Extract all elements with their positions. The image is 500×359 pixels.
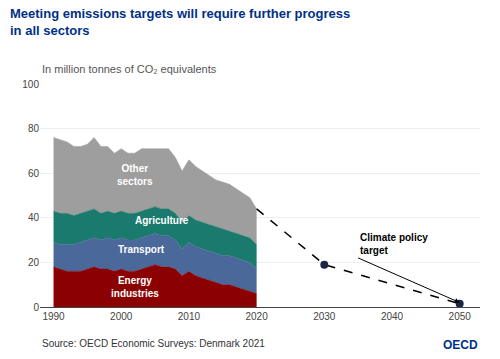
svg-text:Energyindustries: Energyindustries: [111, 275, 159, 299]
svg-text:1990: 1990: [42, 311, 65, 322]
svg-text:Agriculture: Agriculture: [135, 215, 189, 226]
svg-text:Climate policytarget: Climate policytarget: [360, 232, 428, 256]
svg-text:100: 100: [22, 79, 39, 90]
svg-text:In million tonnes of CO₂ equiv: In million tonnes of CO₂ equivalents: [42, 63, 217, 75]
svg-text:Othersectors: Othersectors: [117, 163, 153, 187]
svg-text:2030: 2030: [313, 311, 336, 322]
svg-text:20: 20: [28, 257, 40, 268]
svg-text:0: 0: [33, 302, 39, 313]
svg-text:Source: OECD Economic Surveys:: Source: OECD Economic Surveys: Denmark 2…: [42, 338, 265, 349]
svg-text:OECD: OECD: [443, 338, 478, 352]
svg-text:60: 60: [28, 168, 40, 179]
svg-text:2020: 2020: [245, 311, 268, 322]
svg-text:80: 80: [28, 123, 40, 134]
svg-text:40: 40: [28, 212, 40, 223]
svg-text:2040: 2040: [381, 311, 404, 322]
svg-text:2050: 2050: [449, 311, 472, 322]
svg-text:2000: 2000: [110, 311, 133, 322]
svg-text:Meeting emissions targets will: Meeting emissions targets will require f…: [10, 6, 350, 38]
svg-text:Transport: Transport: [118, 244, 165, 255]
svg-text:2010: 2010: [178, 311, 201, 322]
